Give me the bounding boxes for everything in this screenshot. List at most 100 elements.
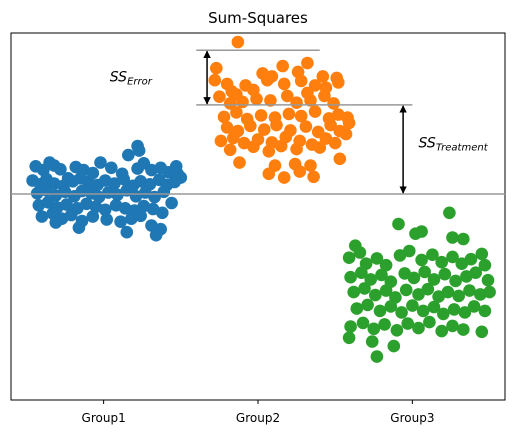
data-point-group3-8 bbox=[353, 246, 367, 259]
data-point-group2-16 bbox=[261, 73, 274, 87]
ss-label-treatment: SSTreatment bbox=[419, 135, 489, 153]
data-point-group2-22 bbox=[213, 90, 226, 103]
data-point-group1-84 bbox=[120, 225, 134, 239]
data-point-group2-39 bbox=[308, 105, 322, 118]
data-point-group2-27 bbox=[281, 89, 294, 103]
data-point-group2-29 bbox=[304, 94, 317, 107]
data-point-group3-39 bbox=[379, 284, 393, 297]
data-point-group1-78 bbox=[134, 209, 147, 223]
data-point-group1-74 bbox=[86, 210, 100, 223]
data-point-group1-72 bbox=[64, 208, 78, 222]
data-point-group3-63 bbox=[344, 320, 357, 333]
data-point-group3-51 bbox=[361, 298, 374, 312]
data-point-group2-63 bbox=[247, 140, 260, 154]
data-point-group2-0 bbox=[231, 35, 245, 49]
data-point-group2-35 bbox=[254, 109, 268, 122]
data-point-group1-38 bbox=[171, 167, 184, 181]
data-point-group3-69 bbox=[412, 321, 425, 335]
data-point-group3-17 bbox=[446, 250, 459, 264]
x-tick-label-group3: Group3 bbox=[390, 411, 434, 425]
data-point-group3-66 bbox=[378, 318, 391, 331]
data-point-group2-76 bbox=[268, 159, 282, 172]
data-point-group1-9 bbox=[94, 156, 107, 169]
data-point-group1-69 bbox=[35, 210, 49, 223]
data-point-group2-52 bbox=[214, 134, 228, 148]
data-point-group2-48 bbox=[299, 120, 313, 133]
data-point-group3-43 bbox=[421, 282, 435, 296]
data-point-group3-4 bbox=[457, 232, 470, 246]
data-point-group3-54 bbox=[395, 306, 408, 319]
data-point-group1-68 bbox=[156, 206, 169, 220]
data-point-group2-21 bbox=[294, 74, 308, 88]
data-point-group3-42 bbox=[412, 288, 425, 301]
data-point-group2-31 bbox=[327, 97, 340, 110]
data-point-group3-41 bbox=[399, 283, 413, 297]
data-point-group3-10 bbox=[370, 252, 384, 265]
data-point-group2-38 bbox=[294, 109, 308, 123]
data-point-group3-62 bbox=[478, 304, 492, 318]
data-point-group3-75 bbox=[342, 331, 356, 345]
data-point-group3-36 bbox=[347, 285, 361, 299]
chart-title: Sum-Squares bbox=[208, 9, 308, 27]
data-point-group2-14 bbox=[332, 76, 345, 89]
data-point-group3-55 bbox=[406, 299, 419, 312]
data-point-group3-0 bbox=[443, 206, 456, 220]
data-point-group2-71 bbox=[277, 171, 291, 184]
data-point-group1-12 bbox=[122, 148, 135, 162]
data-point-group1-86 bbox=[132, 144, 146, 157]
data-point-group3-60 bbox=[458, 306, 472, 319]
data-point-group3-78 bbox=[370, 350, 384, 363]
x-axis-ticks: Group1 Group2 Group3 bbox=[82, 400, 434, 425]
data-point-group3-74 bbox=[475, 325, 489, 339]
data-point-group3-59 bbox=[447, 303, 461, 316]
data-point-group3-77 bbox=[387, 339, 401, 353]
data-point-group2-30 bbox=[318, 89, 331, 103]
data-point-group2-33 bbox=[230, 106, 243, 119]
data-point-group3-13 bbox=[403, 244, 416, 258]
data-point-group3-71 bbox=[435, 324, 449, 338]
data-point-group1-10 bbox=[105, 161, 118, 175]
data-point-group3-31 bbox=[438, 267, 452, 281]
data-point-group3-35 bbox=[481, 273, 495, 287]
data-point-group2-26 bbox=[264, 94, 277, 107]
data-point-group3-32 bbox=[449, 274, 462, 288]
data-point-group3-11 bbox=[379, 258, 393, 272]
data-point-group1-81 bbox=[149, 228, 163, 242]
data-point-group2-46 bbox=[270, 118, 283, 132]
data-point-group1-4 bbox=[54, 163, 67, 176]
data-point-group2-28 bbox=[290, 96, 303, 109]
data-point-group2-69 bbox=[293, 165, 307, 178]
data-point-group2-44 bbox=[244, 119, 257, 133]
data-point-group1-83 bbox=[49, 216, 63, 229]
data-point-group3-14 bbox=[415, 253, 428, 267]
data-point-group2-67 bbox=[313, 141, 327, 154]
data-point-group3-21 bbox=[478, 258, 492, 272]
data-point-group2-78 bbox=[342, 116, 356, 130]
data-point-group1-54 bbox=[165, 196, 178, 210]
data-point-group2-1 bbox=[210, 61, 223, 75]
ss-label-error: SSError bbox=[110, 70, 153, 88]
data-point-group2-7 bbox=[276, 59, 290, 73]
data-point-group3-34 bbox=[469, 266, 483, 280]
data-point-group2-70 bbox=[307, 170, 320, 184]
data-point-group3-38 bbox=[369, 288, 382, 302]
data-point-group3-68 bbox=[401, 317, 415, 330]
data-point-group3-61 bbox=[467, 300, 481, 313]
data-point-group2-2 bbox=[208, 73, 222, 87]
data-point-group3-7 bbox=[342, 251, 356, 264]
data-point-group3-46 bbox=[452, 289, 466, 303]
data-point-group3-30 bbox=[427, 273, 441, 286]
data-point-group1-31 bbox=[117, 172, 130, 186]
data-point-group2-42 bbox=[220, 121, 234, 134]
data-point-group1-62 bbox=[98, 203, 112, 217]
data-point-group3-24 bbox=[364, 273, 378, 286]
data-point-group1-76 bbox=[114, 215, 127, 228]
data-point-group2-73 bbox=[233, 156, 246, 169]
data-point-group2-65 bbox=[274, 139, 288, 153]
data-point-group2-10 bbox=[316, 70, 330, 83]
x-tick-label-group2: Group2 bbox=[236, 411, 280, 425]
data-point-group2-23 bbox=[223, 97, 237, 110]
data-point-group2-45 bbox=[257, 123, 271, 136]
data-point-group2-62 bbox=[223, 143, 237, 157]
